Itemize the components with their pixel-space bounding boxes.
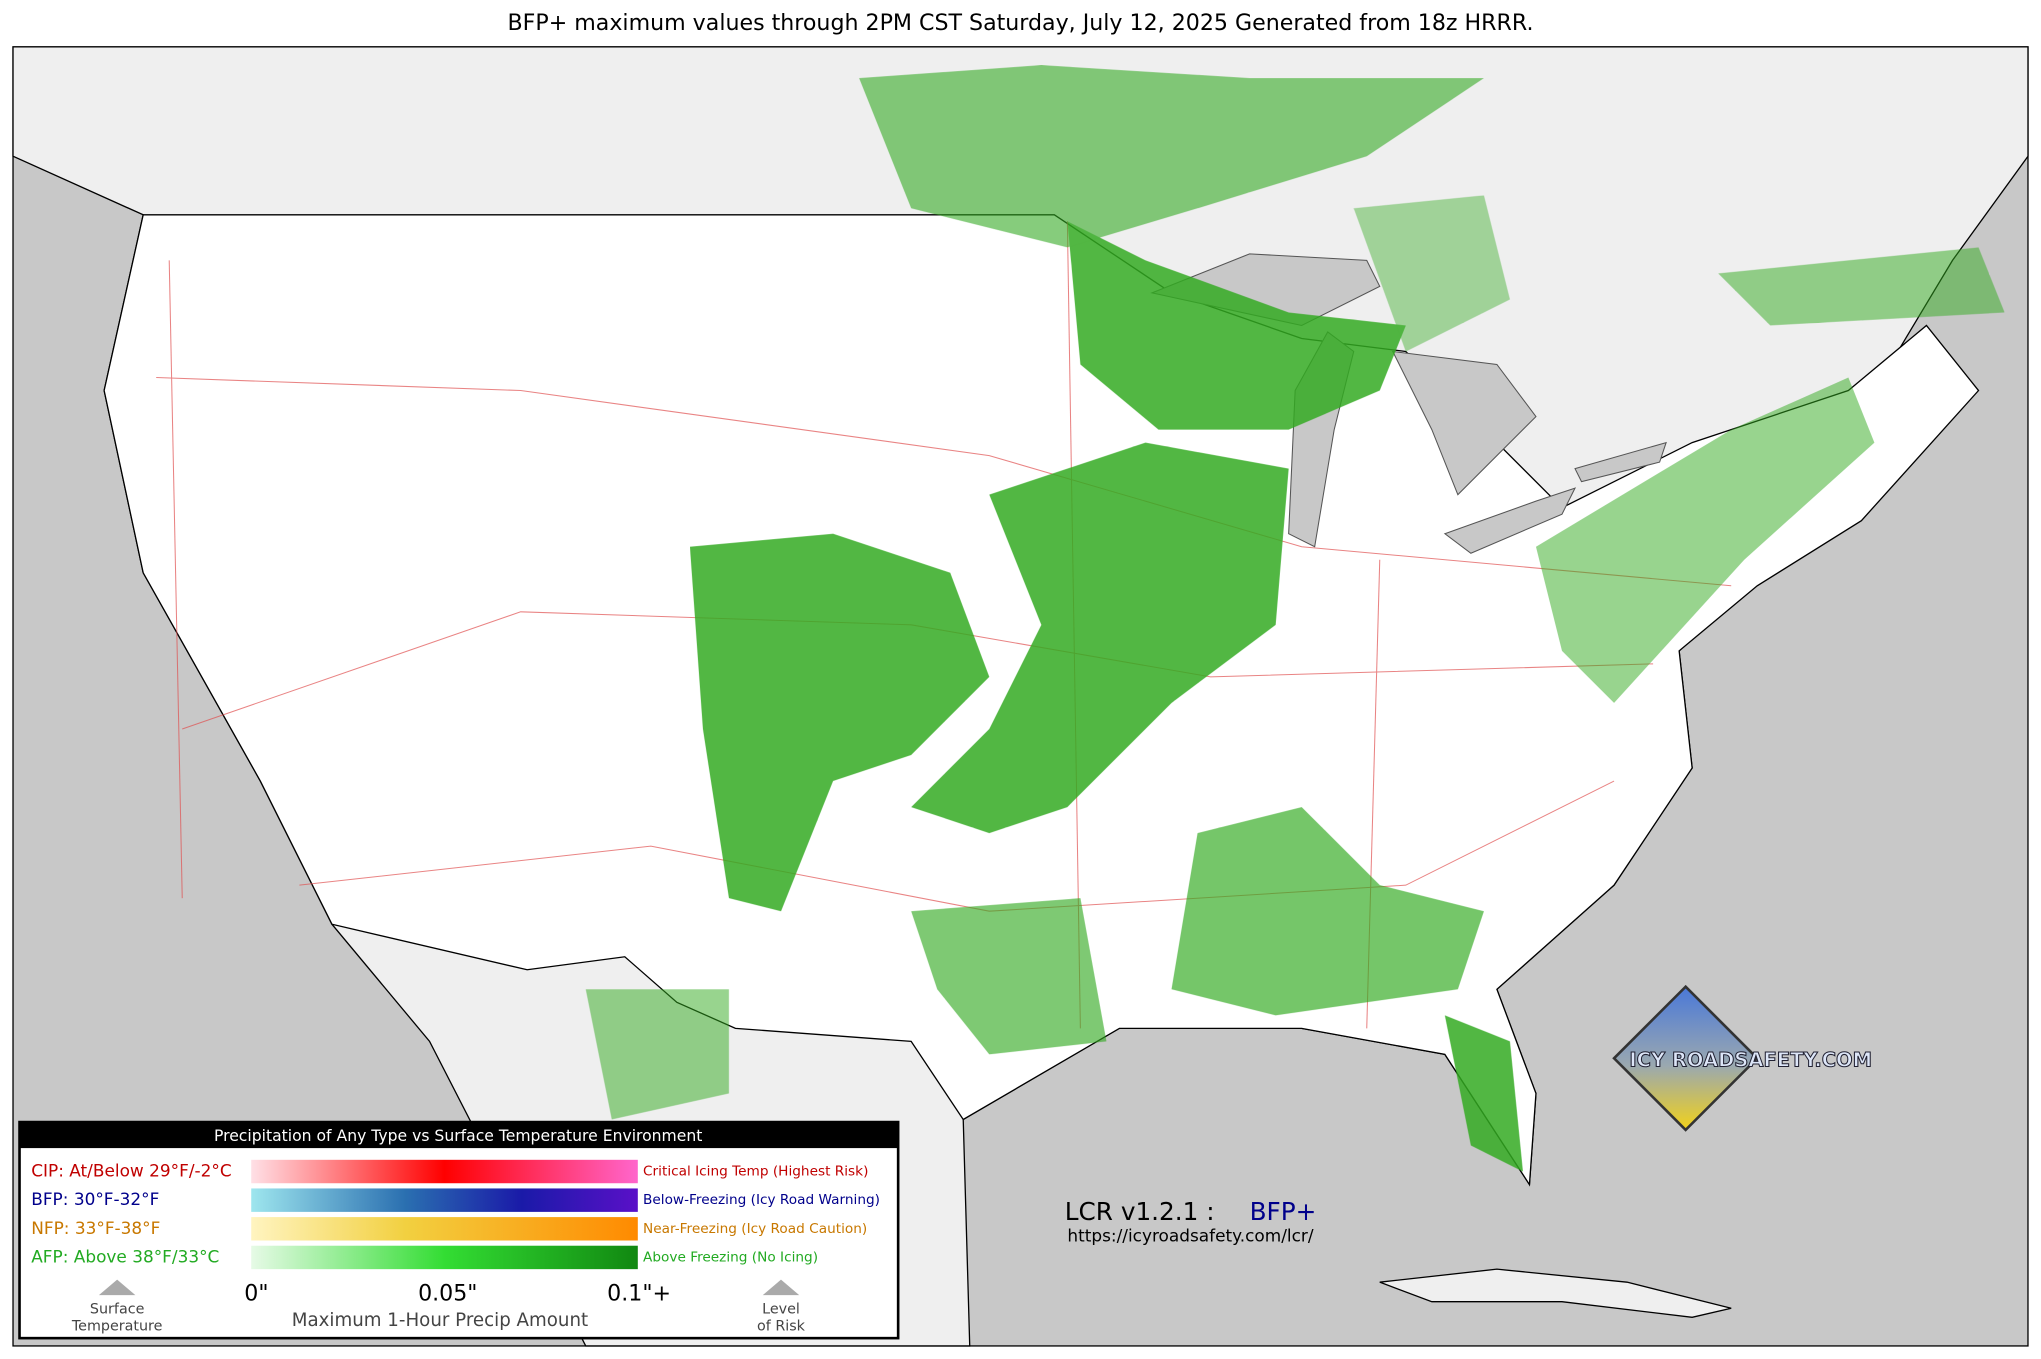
cuba <box>1379 1268 1732 1318</box>
color-bar <box>251 1188 638 1212</box>
row-label: CIP: At/Below 29°F/-2°C <box>31 1161 231 1181</box>
row-description: Below-Freezing (Icy Road Warning) <box>643 1192 880 1208</box>
great-lakes <box>1150 253 1667 554</box>
product: BFP+ <box>1250 1197 1317 1226</box>
left-caption: Surface <box>90 1302 145 1318</box>
row-description: Critical Icing Temp (Highest Risk) <box>643 1164 868 1180</box>
left-arrow <box>98 1279 136 1296</box>
row-label: BFP: 30°F-32°F <box>31 1189 159 1209</box>
legend-header-bar <box>19 1122 899 1149</box>
right-arrow <box>762 1279 800 1296</box>
scale-labels: 0" 0.05" 0.1"+ <box>244 1280 671 1306</box>
row-description: Above Freezing (No Icing) <box>643 1249 818 1265</box>
row-label: AFP: Above 38°F/33°C <box>31 1246 219 1266</box>
color-bar <box>251 1245 638 1270</box>
color-bar <box>251 1159 638 1184</box>
row-label: NFP: 33°F-38°F <box>31 1218 160 1238</box>
legend-header: Precipitation of Any Type vs Surface Tem… <box>214 1127 702 1145</box>
left-caption: Temperature <box>71 1318 163 1334</box>
color-bar <box>251 1217 638 1241</box>
right-caption: of Risk <box>757 1318 806 1334</box>
scale-label: 0.05" <box>418 1280 477 1306</box>
url: https://icyroadsafety.com/lcr/ <box>1067 1226 1313 1246</box>
title: BFP+ maximum values through 2PM CST Satu… <box>507 10 1533 36</box>
right-caption: Level <box>762 1302 800 1318</box>
logo-text: ICY ROADSAFETY.COM <box>1629 1048 1872 1071</box>
scale-label: 0" <box>244 1280 268 1306</box>
row-description: Near-Freezing (Icy Road Caution) <box>643 1221 867 1237</box>
scale-label: 0.1"+ <box>607 1280 671 1306</box>
legend-rows: CIP: At/Below 29°F/-2°C Critical Icing Te… <box>31 1159 880 1270</box>
precip-areas <box>585 65 2005 1172</box>
axis-label: Maximum 1-Hour Precip Amount <box>292 1310 588 1331</box>
logo-diamond <box>1612 984 1760 1132</box>
version: LCR v1.2.1 : <box>1065 1197 1215 1226</box>
